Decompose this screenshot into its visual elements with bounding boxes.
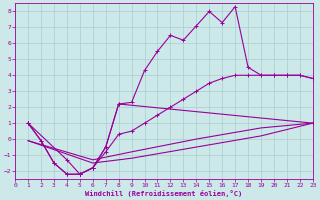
X-axis label: Windchill (Refroidissement éolien,°C): Windchill (Refroidissement éolien,°C) bbox=[85, 190, 243, 197]
